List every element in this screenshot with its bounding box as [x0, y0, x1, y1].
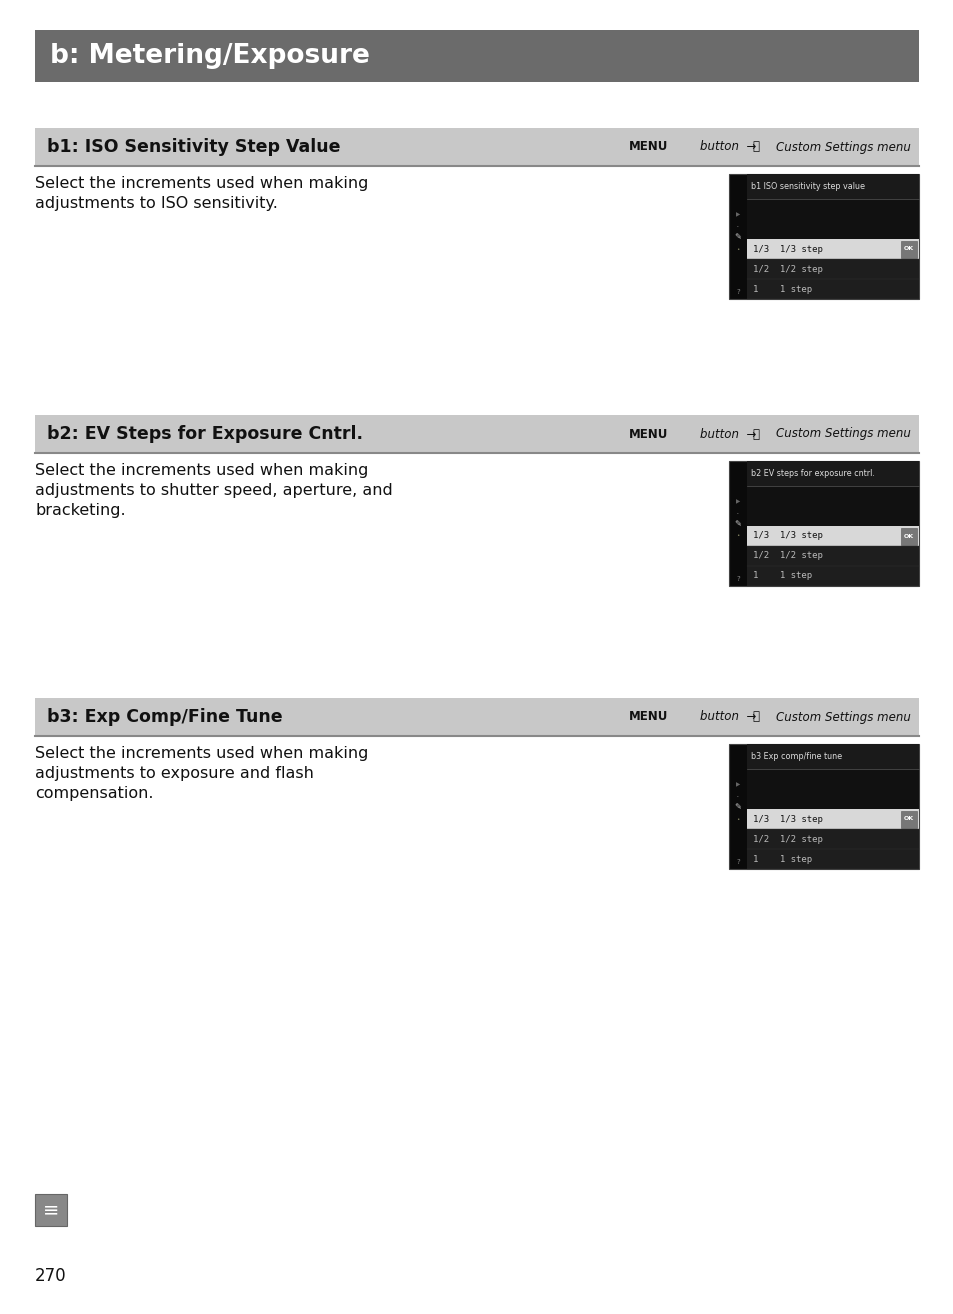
Text: b1: ISO Sensitivity Step Value: b1: ISO Sensitivity Step Value [47, 138, 340, 156]
Bar [746, 486, 918, 526]
Text: adjustments to shutter speed, aperture, and: adjustments to shutter speed, aperture, … [35, 484, 393, 498]
Text: Select the increments used when making: Select the increments used when making [35, 176, 368, 192]
Text: ✎: ✎ [734, 233, 740, 242]
Bar [746, 259, 918, 279]
Bar [35, 127, 918, 166]
Bar [35, 1194, 67, 1226]
Text: •: • [736, 247, 739, 251]
Text: ·: · [736, 222, 739, 233]
Bar [900, 240, 916, 258]
Bar [35, 30, 918, 81]
Bar [746, 547, 918, 566]
Bar [746, 769, 918, 809]
Bar [746, 744, 918, 769]
Bar [746, 239, 918, 259]
Text: •: • [736, 816, 739, 821]
Bar [900, 811, 916, 828]
Bar [746, 173, 918, 198]
Bar [746, 809, 918, 829]
Text: ?: ? [736, 576, 740, 582]
Text: MENU: MENU [628, 141, 667, 154]
Text: ·: · [736, 509, 739, 519]
Text: 270: 270 [35, 1267, 67, 1285]
Text: 1    1 step: 1 1 step [752, 854, 811, 863]
Bar [746, 279, 918, 300]
Bar [746, 829, 918, 849]
Text: Custom Settings menu: Custom Settings menu [776, 427, 910, 440]
Text: MENU: MENU [628, 711, 667, 724]
Text: bracketing.: bracketing. [35, 503, 126, 518]
Text: b3 Exp comp/fine tune: b3 Exp comp/fine tune [750, 752, 841, 761]
Text: •: • [736, 533, 739, 539]
Text: ⎘: ⎘ [753, 711, 763, 724]
Text: 1    1 step: 1 1 step [752, 285, 811, 293]
Text: button  →: button → [699, 427, 755, 440]
Text: b: Metering/Exposure: b: Metering/Exposure [50, 43, 370, 70]
Text: adjustments to ISO sensitivity.: adjustments to ISO sensitivity. [35, 196, 277, 212]
Bar [746, 849, 918, 869]
Text: b2: EV Steps for Exposure Cntrl.: b2: EV Steps for Exposure Cntrl. [47, 424, 363, 443]
Bar [728, 173, 918, 300]
Text: 1/3  1/3 step: 1/3 1/3 step [752, 531, 822, 540]
Bar [746, 526, 918, 547]
Text: compensation.: compensation. [35, 786, 153, 802]
Text: Custom Settings menu: Custom Settings menu [776, 711, 910, 724]
Text: 1/2  1/2 step: 1/2 1/2 step [752, 834, 822, 844]
Text: ▶: ▶ [735, 499, 740, 505]
Text: 1    1 step: 1 1 step [752, 572, 811, 581]
Text: Select the increments used when making: Select the increments used when making [35, 464, 368, 478]
Text: OK: OK [903, 816, 913, 821]
Text: ⎘: ⎘ [753, 427, 763, 440]
Text: button  →: button → [699, 141, 755, 154]
Text: ✎: ✎ [734, 519, 740, 528]
Text: ?: ? [736, 859, 740, 865]
Text: b3: Exp Comp/Fine Tune: b3: Exp Comp/Fine Tune [47, 708, 282, 727]
Text: b1 ISO sensitivity step value: b1 ISO sensitivity step value [750, 183, 864, 191]
Text: 1/3  1/3 step: 1/3 1/3 step [752, 815, 822, 824]
Text: ?: ? [736, 289, 740, 296]
Text: ▶: ▶ [735, 213, 740, 218]
Text: ≡: ≡ [43, 1201, 59, 1219]
Text: MENU: MENU [628, 427, 667, 440]
Text: b2 EV steps for exposure cntrl.: b2 EV steps for exposure cntrl. [750, 469, 874, 478]
Bar [728, 461, 918, 586]
Text: button  →: button → [699, 711, 755, 724]
Bar [746, 566, 918, 586]
Bar [746, 461, 918, 486]
Text: ⎘: ⎘ [753, 141, 763, 154]
Text: ▶: ▶ [735, 783, 740, 787]
Text: OK: OK [903, 533, 913, 539]
Text: adjustments to exposure and flash: adjustments to exposure and flash [35, 766, 314, 782]
Text: Select the increments used when making: Select the increments used when making [35, 746, 368, 761]
Bar [746, 198, 918, 239]
Text: 1/3  1/3 step: 1/3 1/3 step [752, 244, 822, 254]
Text: 1/2  1/2 step: 1/2 1/2 step [752, 552, 822, 561]
Text: ·: · [736, 792, 739, 802]
Bar [35, 698, 918, 736]
Text: 1/2  1/2 step: 1/2 1/2 step [752, 264, 822, 273]
Text: ✎: ✎ [734, 803, 740, 812]
Bar [900, 527, 916, 544]
Bar [35, 415, 918, 453]
Text: Custom Settings menu: Custom Settings menu [776, 141, 910, 154]
Text: OK: OK [903, 247, 913, 251]
Bar [728, 744, 918, 869]
